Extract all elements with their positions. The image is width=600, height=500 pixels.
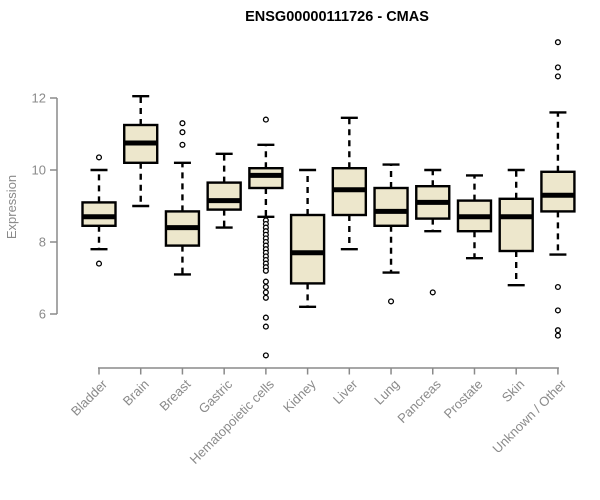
outlier-point	[554, 327, 561, 334]
outlier-point	[262, 116, 269, 123]
box-iqr	[540, 170, 576, 213]
box-group-bladder	[81, 154, 117, 267]
x-tick-label-liver: Liver	[330, 376, 361, 407]
y-tick-label: 6	[39, 307, 46, 322]
outlier-point	[262, 289, 269, 296]
x-tick-label-pancreas: Pancreas	[394, 376, 444, 426]
outlier-point	[554, 39, 561, 46]
y-tick-label: 10	[32, 163, 46, 178]
outlier-point	[179, 120, 186, 127]
x-tick-label-breast: Breast	[156, 376, 193, 413]
box-group-lung	[373, 163, 409, 305]
outlier-point	[387, 298, 395, 305]
box-iqr	[81, 201, 117, 227]
outlier-point	[262, 278, 269, 285]
x-tick-label-unknown-other: Unknown / Other	[489, 376, 569, 456]
outlier-point	[262, 294, 269, 301]
box-iqr	[373, 186, 409, 227]
outlier-point	[554, 283, 561, 291]
outlier-point	[554, 64, 561, 71]
x-tick-label-gastric: Gastric	[196, 376, 236, 416]
outlier-point	[95, 260, 103, 267]
box-group-skin	[498, 168, 534, 287]
outlier-point	[179, 129, 186, 136]
outlier-point	[554, 307, 561, 314]
box-group-unknown-other	[540, 39, 576, 339]
box-group-brain	[123, 94, 159, 208]
outlier-point	[429, 289, 436, 296]
box-group-prostate	[456, 174, 493, 260]
chart-title: ENSG00000111726 - CMAS	[245, 9, 429, 25]
box-group-pancreas	[415, 168, 451, 296]
x-tick-label-bladder: Bladder	[68, 376, 111, 419]
outlier-point	[262, 267, 269, 274]
box-group-liver	[331, 116, 368, 251]
outlier-point	[262, 352, 269, 359]
box-group-gastric	[206, 152, 242, 229]
box-plots	[81, 39, 576, 359]
outlier-point	[179, 141, 186, 148]
box-group-breast	[164, 120, 201, 276]
x-tick-label-kidney: Kidney	[280, 376, 319, 415]
outlier-point	[262, 314, 269, 321]
box-iqr	[248, 166, 284, 190]
y-axis-label: Expression	[4, 175, 19, 239]
x-tick-label-lung: Lung	[371, 377, 402, 408]
outlier-point	[554, 332, 561, 339]
box-group-hematopoietic-cells	[248, 116, 284, 359]
x-tick-label-skin: Skin	[499, 377, 527, 405]
box-group-kidney	[289, 168, 326, 308]
x-tick-label-prostate: Prostate	[441, 377, 486, 422]
box-iqr	[498, 197, 534, 253]
outlier-point	[554, 73, 561, 80]
box-iqr	[206, 181, 242, 211]
outlier-point	[262, 323, 269, 330]
y-tick-label: 12	[32, 91, 46, 106]
x-tick-label-brain: Brain	[120, 377, 152, 409]
outlier-point	[262, 283, 269, 291]
outlier-point	[95, 154, 103, 161]
box-iqr	[289, 213, 326, 285]
y-tick-label: 8	[39, 235, 46, 250]
